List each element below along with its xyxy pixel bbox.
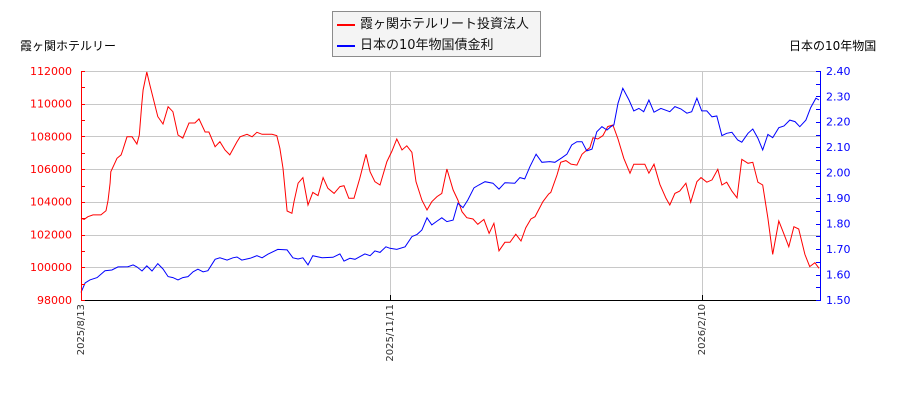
legend-blue-line-icon bbox=[337, 45, 355, 47]
right-tick-label: 1.80 bbox=[826, 218, 851, 231]
jgb-yield-line bbox=[80, 87, 820, 293]
left-axis-title: 霞ヶ関ホテルリー bbox=[20, 39, 117, 53]
right-tick-label: 2.00 bbox=[826, 167, 851, 180]
right-tick-label: 2.30 bbox=[826, 90, 851, 103]
left-tick-label: 110000 bbox=[30, 98, 72, 111]
right-tick-label: 1.90 bbox=[826, 192, 851, 205]
left-tick-label: 102000 bbox=[30, 228, 72, 241]
left-tick-label: 104000 bbox=[30, 196, 72, 209]
right-axis-title: 日本の10年物国 bbox=[789, 39, 877, 53]
right-tick-label: 2.20 bbox=[826, 116, 851, 129]
x-tick-label: 2025/8/13 bbox=[76, 304, 87, 355]
right-tick-label: 2.40 bbox=[826, 65, 851, 78]
left-tick-label: 100000 bbox=[30, 261, 72, 274]
right-tick-label: 1.50 bbox=[826, 294, 851, 307]
left-tick-label: 108000 bbox=[30, 130, 72, 143]
reit-price-line bbox=[80, 71, 820, 269]
left-tick-label: 106000 bbox=[30, 163, 72, 176]
right-tick-label: 1.60 bbox=[826, 268, 851, 281]
right-tick-label: 2.10 bbox=[826, 141, 851, 154]
legend-label-reit: 霞ヶ関ホテルリート投資法人 bbox=[360, 17, 530, 32]
left-tick-label: 98000 bbox=[37, 294, 72, 307]
legend-red-line-icon bbox=[337, 24, 355, 26]
x-tick-label: 2026/2/10 bbox=[697, 304, 708, 355]
legend-item-reit: 霞ヶ関ホテルリート投資法人 bbox=[333, 15, 540, 35]
legend: 霞ヶ関ホテルリート投資法人 日本の10年物国債金利 bbox=[332, 11, 541, 57]
left-tick-label: 112000 bbox=[30, 65, 72, 78]
x-tick-label: 2025/11/11 bbox=[385, 304, 396, 362]
legend-item-jgb: 日本の10年物国債金利 bbox=[333, 36, 540, 56]
right-tick-label: 1.70 bbox=[826, 243, 851, 256]
legend-label-jgb: 日本の10年物国債金利 bbox=[360, 38, 494, 53]
